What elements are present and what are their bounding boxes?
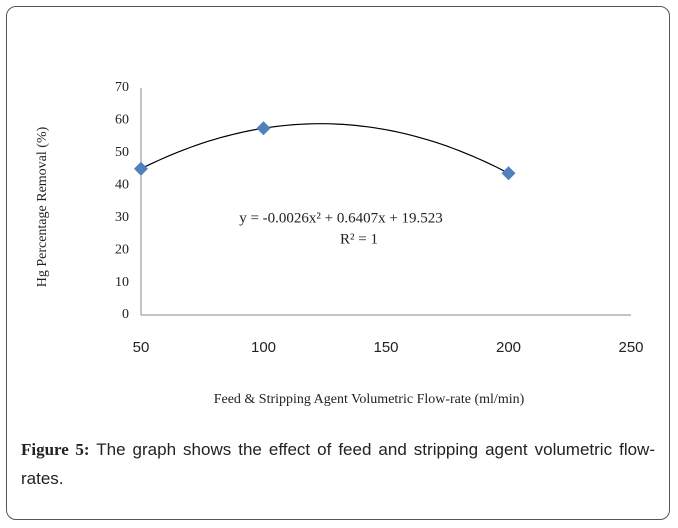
chart: Hg Percentage Removal (%) Feed & Strippi… [35,80,643,407]
x-tick-label: 200 [496,339,521,356]
r-squared: R² = 1 [340,231,378,247]
y-tick-label: 20 [115,242,129,257]
y-tick-label: 60 [115,113,129,128]
y-tick-label: 30 [115,210,129,225]
x-tick-label: 100 [251,339,276,356]
trendline [140,123,509,174]
y-tick-label: 10 [115,275,129,290]
x-axis-label: Feed & Stripping Agent Volumetric Flow-r… [214,392,525,407]
y-tick-label: 70 [115,80,129,95]
y-tick-label: 50 [115,145,129,160]
caption-text: The graph shows the effect of feed and s… [21,440,655,488]
y-tick-label: 40 [115,178,129,193]
marker [134,161,148,176]
marker [256,121,271,136]
figure-frame: Hg Percentage Removal (%) Feed & Strippi… [6,6,670,520]
y-axis-label: Hg Percentage Removal (%) [35,126,50,287]
x-tick-label: 250 [618,339,643,356]
caption-label: Figure 5: [21,440,90,459]
x-tick-label: 50 [133,339,150,356]
marker [501,166,516,181]
x-tick-label: 150 [373,339,398,356]
y-tick-label: 0 [122,307,129,322]
equation: y = -0.0026x² + 0.6407x + 19.523 [239,210,443,226]
caption: Figure 5: The graph shows the effect of … [21,435,655,493]
